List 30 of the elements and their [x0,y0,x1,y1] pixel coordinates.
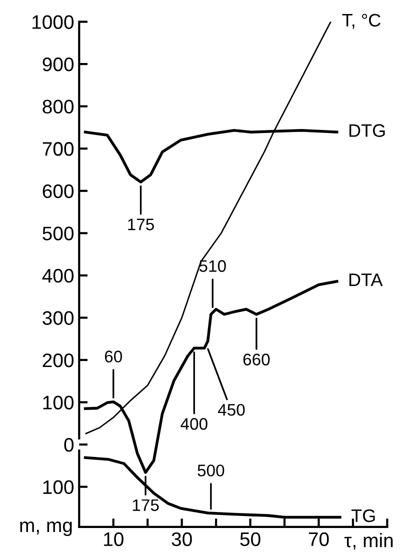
y-axis-title: m, mg [20,522,72,536]
annotation: 175 [128,218,154,230]
y-tick-label: 600 [42,184,74,198]
annotation: 450 [218,404,245,416]
y-tick-label: 800 [42,100,74,114]
series-label: TG [351,509,375,522]
y-tick-label: 500 [42,226,74,240]
x-tick-label: 70 [308,532,329,546]
y-tick-label: 400 [42,268,74,283]
annotation: 175 [132,499,159,512]
series-label: DTG [349,124,385,137]
x-tick-label: 10 [104,532,124,546]
y-tick-label: 100 [43,480,74,494]
y-tick-label: 1000 [32,15,74,29]
x-axis-title: τ, min [344,533,393,550]
annotation: 510 [199,260,226,272]
y-tick-label: 200 [42,353,74,368]
annotation: 400 [180,418,208,430]
series-label: DTA [349,274,383,286]
series-label: T, °C [342,14,380,29]
annotation: 500 [198,464,224,476]
annotation: 60 [104,350,122,362]
y-tick-label: 900 [42,58,74,72]
y-tick-label: 100 [43,396,74,410]
y-tick-label: 700 [42,142,74,156]
annotation: 660 [243,354,270,366]
y-tick-label: 0 [64,438,74,452]
x-tick-label: 50 [240,532,260,546]
y-tick-label: 300 [42,311,74,325]
x-tick-label: 30 [172,532,192,546]
